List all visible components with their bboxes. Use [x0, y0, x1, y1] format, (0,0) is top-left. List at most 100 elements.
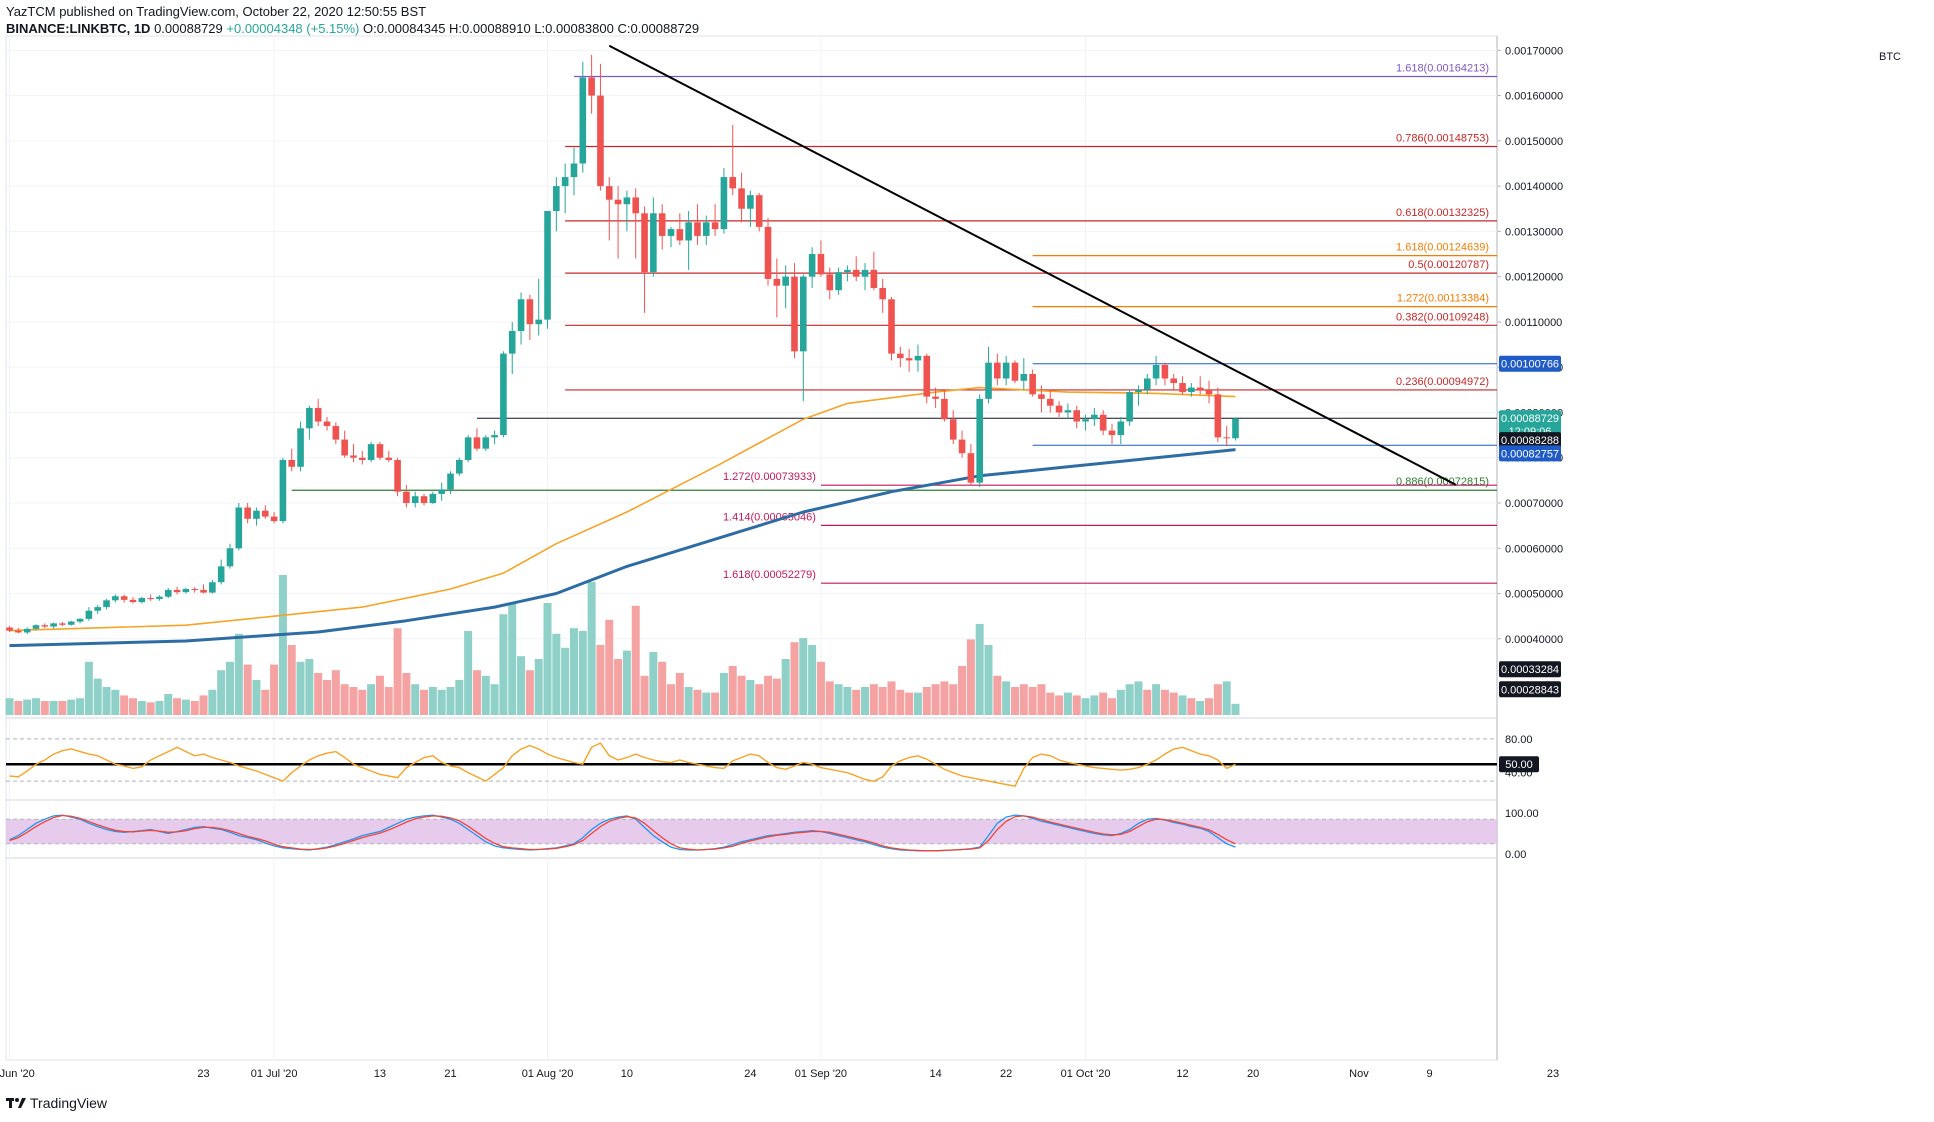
candle-body: [1143, 378, 1151, 390]
volume-bar: [843, 687, 852, 715]
candle-body: [667, 229, 675, 236]
candle-body: [85, 610, 93, 619]
volume-bar: [569, 628, 578, 715]
candle: [23, 627, 31, 635]
candle-body: [650, 213, 657, 273]
candle: [76, 617, 84, 624]
volume-bar: [1152, 684, 1161, 715]
rsi-pane: 80.0040.0050.00: [6, 734, 1539, 787]
candle: [914, 344, 922, 372]
volume-bar: [1187, 698, 1196, 715]
volume-bar: [517, 656, 526, 715]
x-axis: 01 Jun '20 23 01 Jul '20 13 21 01 Aug '20 10 24…: [0, 36, 1559, 1080]
fib-levels: 1.618(0.00164213) 0.786(0.00148753) 0.618(…: [291, 63, 1497, 584]
candle-body: [861, 269, 869, 277]
candle: [826, 267, 834, 300]
candle-body: [641, 213, 648, 273]
candle: [808, 247, 816, 288]
candle-body: [1046, 398, 1054, 406]
candle-body: [579, 77, 587, 164]
candle-body: [1002, 362, 1010, 379]
candle-body: [32, 625, 40, 629]
candle: [1108, 423, 1116, 445]
volume-bar: [93, 678, 102, 715]
candle: [1082, 414, 1089, 431]
candle: [41, 623, 49, 628]
y-tick-label: 0.00110000: [1505, 317, 1562, 329]
candle: [844, 265, 851, 282]
volume-bar: [252, 680, 261, 715]
volume-bar: [314, 673, 323, 715]
candle: [297, 421, 304, 472]
candle-body: [1099, 414, 1107, 431]
x-tick-label: 01 Oct '20: [1061, 1068, 1111, 1080]
volume-bar: [375, 675, 384, 715]
candle-body: [191, 588, 199, 590]
candle-body: [711, 222, 719, 230]
candle: [570, 147, 578, 196]
candle: [517, 292, 525, 345]
x-tick-label: 13: [374, 1068, 386, 1080]
volume-bar: [772, 678, 781, 715]
candle: [1117, 416, 1125, 445]
rsi-tick-label: 80.00: [1505, 734, 1533, 746]
candle-body: [826, 274, 834, 291]
tradingview-brand[interactable]: TradingView: [6, 1095, 107, 1111]
volume-bar: [1072, 695, 1081, 715]
y-axis: 0.00170000 0.00160000 0.00150000 0.00140000…: [6, 45, 1563, 646]
candle: [50, 622, 57, 629]
candle-body: [1205, 389, 1213, 395]
candle: [1205, 380, 1213, 404]
candle-body: [844, 269, 851, 273]
candle-body: [544, 211, 551, 320]
volume-bar: [640, 675, 649, 715]
candle-body: [888, 299, 895, 354]
x-tick-label: 01 Sep '20: [795, 1068, 847, 1080]
candle: [261, 505, 269, 519]
volume-bar: [561, 647, 570, 715]
candle: [888, 297, 895, 361]
candle: [15, 627, 22, 634]
volume-bar: [481, 675, 490, 715]
volume-bar: [922, 687, 931, 715]
candle: [164, 588, 172, 599]
volume-bar: [1134, 681, 1143, 715]
volume-bar: [1090, 695, 1099, 715]
volume-bar: [825, 681, 834, 715]
candle: [306, 405, 313, 440]
volume-bar: [305, 659, 314, 715]
candle-body: [791, 276, 798, 352]
volume-bar: [1231, 703, 1240, 715]
candle: [861, 263, 869, 291]
candle-body: [800, 276, 807, 352]
volume-bar: [340, 684, 349, 715]
volume-bar: [84, 661, 93, 715]
x-tick-label: Nov: [1349, 1068, 1369, 1080]
y-tick-label: 0.00130000: [1505, 226, 1563, 238]
candle-body: [994, 362, 1001, 379]
candle: [182, 587, 190, 594]
candle-body: [1011, 362, 1019, 381]
rsi-value-box: [1499, 756, 1539, 773]
candle: [1064, 403, 1072, 420]
candle: [694, 204, 701, 245]
volume-bar: [667, 684, 675, 715]
price-tag-label: 0.00028843: [1501, 684, 1559, 696]
volume-bar: [543, 603, 552, 715]
volume-bar: [790, 642, 799, 715]
fib-level-label: 0.5(0.00120787): [1408, 259, 1489, 271]
candle: [976, 394, 983, 488]
candle: [323, 416, 331, 431]
volume-bar: [349, 687, 358, 715]
volume-bar: [402, 673, 411, 715]
candle-body: [976, 398, 983, 483]
volume-bar: [966, 639, 975, 715]
candle: [200, 584, 207, 594]
price-change: +0.00004348 (+5.15%): [226, 21, 360, 36]
ma-fast-line: [9, 386, 1236, 632]
candle: [791, 263, 798, 359]
publisher-text: YazTCM published on TradingView.com, Oct…: [6, 4, 427, 19]
volume-bar: [287, 645, 296, 715]
candle-body: [720, 177, 728, 230]
